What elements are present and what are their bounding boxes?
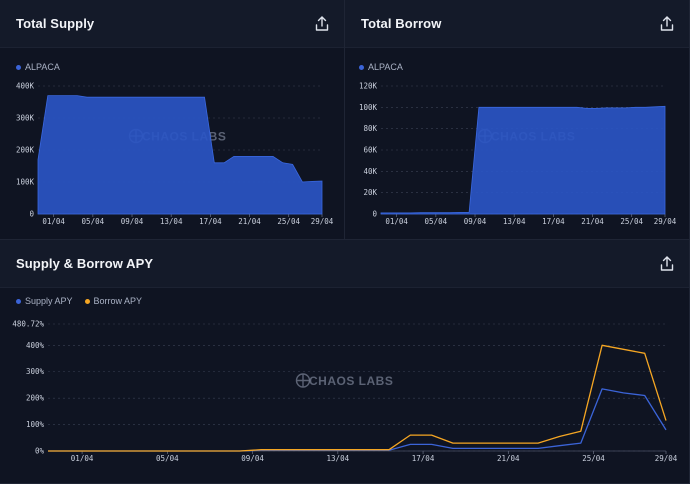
y-tick-label: 40K xyxy=(363,167,377,176)
total-supply-chart: 0 100K 200K 300K 400K 01/04 05/04 09/04 13/04 17/… xyxy=(16,82,334,227)
x-tick-label: 09/04 xyxy=(121,217,144,226)
y-tick-label: 20K xyxy=(363,188,377,197)
x-tick-label: 25/04 xyxy=(582,454,605,463)
share-icon[interactable] xyxy=(657,254,677,274)
chaos-labs-logo-icon xyxy=(295,373,311,388)
x-tick-label: 17/04 xyxy=(412,454,435,463)
y-tick-label: 480.72% xyxy=(12,320,44,329)
legend-dot xyxy=(359,64,364,70)
x-tick-label: 21/04 xyxy=(581,217,604,226)
x-tick-label: 29/04 xyxy=(655,454,678,463)
x-tick-label: 21/04 xyxy=(238,217,261,226)
apy-title: Supply & Borrow APY xyxy=(16,256,154,271)
x-tick-label: 01/04 xyxy=(71,454,94,463)
x-tick-label: 05/04 xyxy=(156,454,179,463)
apy-chart: 0% 100% 200% 300% 400% 480.72% 01/04 05/04 09/04… xyxy=(12,320,678,464)
y-tick-label: 300K xyxy=(16,114,35,123)
x-tick-label: 05/04 xyxy=(425,217,448,226)
x-tick-label: 09/04 xyxy=(464,217,487,226)
legend-dot xyxy=(16,64,21,70)
chaos-labs-watermark-text: CHAOS LABS xyxy=(309,374,393,388)
x-tick-label: 17/04 xyxy=(199,217,222,226)
legend-item[interactable]: ALPACA xyxy=(359,62,403,72)
y-tick-label: 0 xyxy=(372,210,377,219)
total-supply-legend: ALPACA xyxy=(16,62,68,72)
legend-label: ALPACA xyxy=(25,62,60,72)
area-series-0 xyxy=(37,95,323,215)
legend-item-borrow[interactable]: Borrow APY xyxy=(84,296,143,306)
x-tick-label: 13/04 xyxy=(503,217,526,226)
legend-dot xyxy=(16,298,21,304)
apy-legend: Supply APY Borrow APY xyxy=(16,296,150,306)
y-tick-label: 200K xyxy=(16,146,35,155)
legend-item-supply[interactable]: Supply APY xyxy=(16,296,73,306)
total-borrow-legend: ALPACA xyxy=(359,62,411,72)
x-tick-label: 13/04 xyxy=(160,217,183,226)
total-borrow-chart: 0 20K 40K 60K 80K 100K 120K 01/04 05/04 09/04 13/0… xyxy=(359,82,677,227)
logo-cross xyxy=(296,374,310,387)
x-tick-label: 09/04 xyxy=(241,454,264,463)
line-series-1 xyxy=(48,344,667,452)
y-tick-label: 100K xyxy=(359,103,378,112)
apy-header: Supply & Borrow APY xyxy=(0,240,689,288)
y-tick-label: 120K xyxy=(359,82,378,91)
y-tick-label: 400% xyxy=(26,341,45,350)
chaos-labs-watermark: CHAOS LABS xyxy=(295,373,393,388)
total-borrow-panel: Total Borrow ALPACA 0 20K 40K 60K 80K 100K 120… xyxy=(345,0,690,240)
x-tick-label: 25/04 xyxy=(277,217,300,226)
y-tick-label: 0 xyxy=(29,210,34,219)
x-tick-label: 25/04 xyxy=(620,217,643,226)
legend-label: Borrow APY xyxy=(93,296,143,306)
y-tick-label: 0% xyxy=(35,447,45,456)
legend-label: ALPACA xyxy=(368,62,403,72)
x-tick-label: 01/04 xyxy=(385,217,408,226)
legend-item[interactable]: ALPACA xyxy=(16,62,60,72)
x-tick-label: 29/04 xyxy=(311,217,334,226)
y-tick-label: 300% xyxy=(26,367,45,376)
share-icon[interactable] xyxy=(657,14,677,34)
y-tick-label: 60K xyxy=(363,146,377,155)
x-tick-label: 17/04 xyxy=(542,217,565,226)
x-tick-label: 29/04 xyxy=(654,217,677,226)
y-tick-label: 80K xyxy=(363,124,377,133)
total-supply-header: Total Supply xyxy=(0,0,344,48)
x-tick-label: 05/04 xyxy=(82,217,105,226)
y-tick-label: 400K xyxy=(16,82,35,91)
y-tick-label: 200% xyxy=(26,394,45,403)
total-supply-title: Total Supply xyxy=(16,16,95,31)
y-tick-label: 100K xyxy=(16,178,35,187)
x-tick-label: 21/04 xyxy=(497,454,520,463)
apy-panel: Supply & Borrow APY Supply APY Borrow AP… xyxy=(0,240,690,484)
share-icon[interactable] xyxy=(312,14,332,34)
total-borrow-header: Total Borrow xyxy=(345,0,689,48)
legend-label: Supply APY xyxy=(25,296,73,306)
x-tick-label: 01/04 xyxy=(42,217,65,226)
total-supply-panel: Total Supply ALPACA 0 100K 200K 300K 400K 01/… xyxy=(0,0,345,240)
area-series-0 xyxy=(380,105,666,215)
total-borrow-title: Total Borrow xyxy=(361,16,442,31)
legend-dot xyxy=(84,298,90,304)
y-tick-label: 100% xyxy=(26,420,45,429)
x-tick-label: 13/04 xyxy=(327,454,350,463)
